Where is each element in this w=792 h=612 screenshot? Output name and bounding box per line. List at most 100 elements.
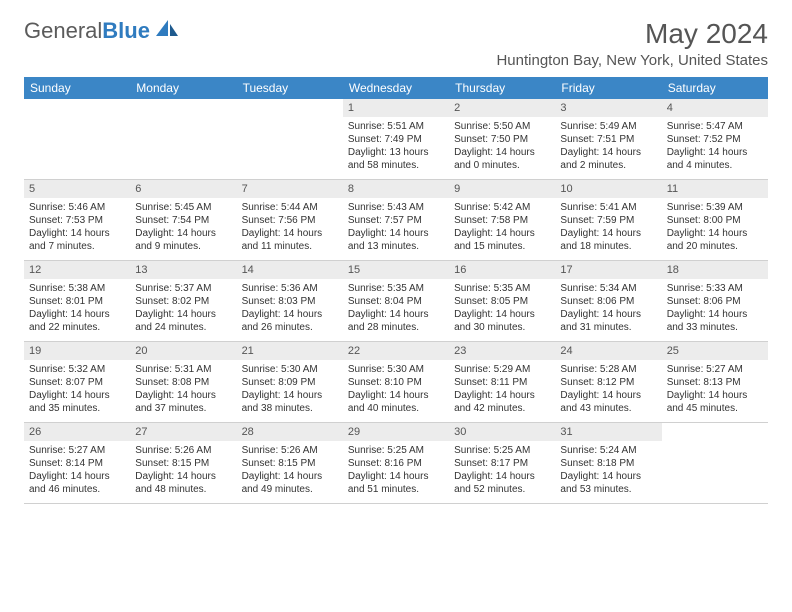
day-detail-line: and 45 minutes.	[667, 402, 763, 415]
day-detail-line: and 53 minutes.	[560, 483, 656, 496]
day-detail-line: Daylight: 14 hours	[242, 308, 338, 321]
day-cell: 6Sunrise: 5:45 AMSunset: 7:54 PMDaylight…	[130, 180, 236, 260]
day-detail-line: Sunset: 8:06 PM	[560, 295, 656, 308]
day-detail-line: Daylight: 14 hours	[135, 227, 231, 240]
day-detail-line: Sunset: 8:12 PM	[560, 376, 656, 389]
day-detail-line: Sunrise: 5:25 AM	[348, 444, 444, 457]
day-detail-line: Sunset: 8:15 PM	[242, 457, 338, 470]
day-detail-line: Sunrise: 5:36 AM	[242, 282, 338, 295]
day-detail-line: and 37 minutes.	[135, 402, 231, 415]
day-number: 14	[237, 261, 343, 279]
day-detail-line: and 51 minutes.	[348, 483, 444, 496]
day-cell: 31Sunrise: 5:24 AMSunset: 8:18 PMDayligh…	[555, 423, 661, 503]
day-number: 19	[24, 342, 130, 360]
day-detail-line: Sunset: 7:52 PM	[667, 133, 763, 146]
day-detail-line: Sunset: 7:51 PM	[560, 133, 656, 146]
day-detail-line: Sunset: 7:54 PM	[135, 214, 231, 227]
calendar-page: GeneralBlue May 2024 Huntington Bay, New…	[0, 0, 792, 522]
day-detail-line: and 38 minutes.	[242, 402, 338, 415]
empty-cell: .	[130, 99, 236, 179]
day-details: Sunrise: 5:36 AMSunset: 8:03 PMDaylight:…	[237, 279, 343, 340]
day-detail-line: and 2 minutes.	[560, 159, 656, 172]
day-cell: 23Sunrise: 5:29 AMSunset: 8:11 PMDayligh…	[449, 342, 555, 422]
day-detail-line: Sunset: 7:53 PM	[29, 214, 125, 227]
day-cell: 25Sunrise: 5:27 AMSunset: 8:13 PMDayligh…	[662, 342, 768, 422]
day-detail-line: Daylight: 14 hours	[667, 146, 763, 159]
day-cell: 4Sunrise: 5:47 AMSunset: 7:52 PMDaylight…	[662, 99, 768, 179]
title-block: May 2024 Huntington Bay, New York, Unite…	[496, 18, 768, 69]
day-detail-line: Sunset: 8:04 PM	[348, 295, 444, 308]
day-cell: 27Sunrise: 5:26 AMSunset: 8:15 PMDayligh…	[130, 423, 236, 503]
day-number: 13	[130, 261, 236, 279]
logo-text-2: Blue	[102, 18, 150, 44]
day-number: 27	[130, 423, 236, 441]
day-cell: 21Sunrise: 5:30 AMSunset: 8:09 PMDayligh…	[237, 342, 343, 422]
day-details: Sunrise: 5:41 AMSunset: 7:59 PMDaylight:…	[555, 198, 661, 259]
day-details: Sunrise: 5:30 AMSunset: 8:10 PMDaylight:…	[343, 360, 449, 421]
day-detail-line: Daylight: 14 hours	[348, 308, 444, 321]
day-detail-line: Sunrise: 5:44 AM	[242, 201, 338, 214]
day-detail-line: Sunrise: 5:45 AM	[135, 201, 231, 214]
calendar-row: 26Sunrise: 5:27 AMSunset: 8:14 PMDayligh…	[24, 423, 768, 504]
day-detail-line: Daylight: 14 hours	[135, 308, 231, 321]
day-detail-line: Sunrise: 5:50 AM	[454, 120, 550, 133]
day-number: 5	[24, 180, 130, 198]
day-number: 30	[449, 423, 555, 441]
day-detail-line: Daylight: 14 hours	[348, 389, 444, 402]
day-number: 12	[24, 261, 130, 279]
day-detail-line: Sunset: 8:10 PM	[348, 376, 444, 389]
day-details: Sunrise: 5:30 AMSunset: 8:09 PMDaylight:…	[237, 360, 343, 421]
day-cell: 14Sunrise: 5:36 AMSunset: 8:03 PMDayligh…	[237, 261, 343, 341]
day-detail-line: and 30 minutes.	[454, 321, 550, 334]
weekday-label: Thursday	[449, 77, 555, 99]
day-detail-line: and 49 minutes.	[242, 483, 338, 496]
day-detail-line: Sunset: 8:02 PM	[135, 295, 231, 308]
day-detail-line: Daylight: 14 hours	[454, 146, 550, 159]
empty-cell: .	[24, 99, 130, 179]
day-cell: 30Sunrise: 5:25 AMSunset: 8:17 PMDayligh…	[449, 423, 555, 503]
day-cell: 1Sunrise: 5:51 AMSunset: 7:49 PMDaylight…	[343, 99, 449, 179]
day-details: Sunrise: 5:25 AMSunset: 8:16 PMDaylight:…	[343, 441, 449, 502]
day-detail-line: Daylight: 14 hours	[29, 227, 125, 240]
day-number: 1	[343, 99, 449, 117]
day-number: 7	[237, 180, 343, 198]
day-detail-line: Sunrise: 5:27 AM	[29, 444, 125, 457]
day-detail-line: Daylight: 13 hours	[348, 146, 444, 159]
day-detail-line: Daylight: 14 hours	[242, 389, 338, 402]
day-number: 29	[343, 423, 449, 441]
day-number: 31	[555, 423, 661, 441]
day-detail-line: Daylight: 14 hours	[560, 389, 656, 402]
day-details: Sunrise: 5:27 AMSunset: 8:14 PMDaylight:…	[24, 441, 130, 502]
day-detail-line: Sunrise: 5:35 AM	[348, 282, 444, 295]
day-detail-line: and 46 minutes.	[29, 483, 125, 496]
day-detail-line: Daylight: 14 hours	[29, 470, 125, 483]
day-detail-line: Daylight: 14 hours	[454, 308, 550, 321]
day-detail-line: Sunrise: 5:27 AM	[667, 363, 763, 376]
day-cell: 16Sunrise: 5:35 AMSunset: 8:05 PMDayligh…	[449, 261, 555, 341]
day-cell: 3Sunrise: 5:49 AMSunset: 7:51 PMDaylight…	[555, 99, 661, 179]
day-cell: 13 Sunrise: 5:37 AMSunset: 8:02 PMDayligh…	[130, 261, 236, 341]
day-detail-line: Sunset: 8:15 PM	[135, 457, 231, 470]
day-detail-line: Sunrise: 5:31 AM	[135, 363, 231, 376]
day-detail-line: Sunset: 7:59 PM	[560, 214, 656, 227]
day-detail-line: Sunrise: 5:26 AM	[135, 444, 231, 457]
day-detail-line: Sunrise: 5:37 AM	[135, 282, 231, 295]
day-detail-line: Daylight: 14 hours	[667, 389, 763, 402]
day-details: Sunrise: 5:49 AMSunset: 7:51 PMDaylight:…	[555, 117, 661, 178]
day-detail-line: and 42 minutes.	[454, 402, 550, 415]
day-cell: 7Sunrise: 5:44 AMSunset: 7:56 PMDaylight…	[237, 180, 343, 260]
day-detail-line: Sunset: 8:08 PM	[135, 376, 231, 389]
day-detail-line: Sunset: 8:18 PM	[560, 457, 656, 470]
day-cell: 10Sunrise: 5:41 AMSunset: 7:59 PMDayligh…	[555, 180, 661, 260]
day-details: Sunrise: 5:26 AMSunset: 8:15 PMDaylight:…	[237, 441, 343, 502]
weekday-label: Tuesday	[237, 77, 343, 99]
day-detail-line: Sunrise: 5:28 AM	[560, 363, 656, 376]
day-detail-line: Sunset: 8:06 PM	[667, 295, 763, 308]
day-cell: 17Sunrise: 5:34 AMSunset: 8:06 PMDayligh…	[555, 261, 661, 341]
day-detail-line: and 15 minutes.	[454, 240, 550, 253]
weekday-label: Saturday	[662, 77, 768, 99]
day-cell: 29Sunrise: 5:25 AMSunset: 8:16 PMDayligh…	[343, 423, 449, 503]
day-detail-line: Daylight: 14 hours	[560, 227, 656, 240]
day-details: Sunrise: 5:28 AMSunset: 8:12 PMDaylight:…	[555, 360, 661, 421]
day-detail-line: and 26 minutes.	[242, 321, 338, 334]
